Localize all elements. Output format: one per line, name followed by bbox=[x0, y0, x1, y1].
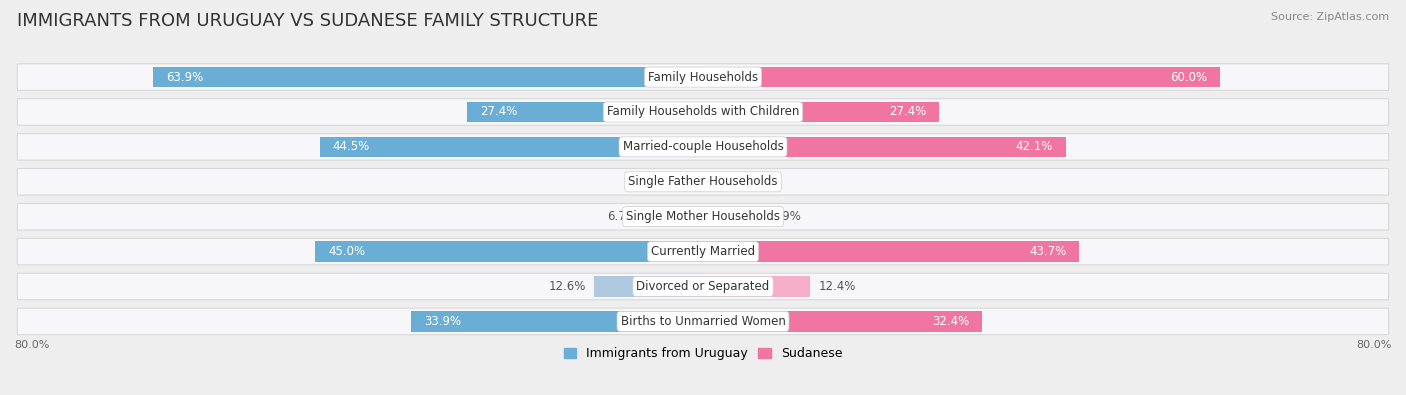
FancyBboxPatch shape bbox=[17, 238, 1389, 265]
Bar bbox=[315, 241, 703, 262]
Bar bbox=[682, 172, 703, 192]
Text: 80.0%: 80.0% bbox=[14, 340, 49, 350]
Text: IMMIGRANTS FROM URUGUAY VS SUDANESE FAMILY STRUCTURE: IMMIGRANTS FROM URUGUAY VS SUDANESE FAMI… bbox=[17, 12, 598, 30]
Text: 27.4%: 27.4% bbox=[889, 105, 927, 118]
Text: 45.0%: 45.0% bbox=[329, 245, 366, 258]
Text: Family Households with Children: Family Households with Children bbox=[607, 105, 799, 118]
Text: 2.4%: 2.4% bbox=[644, 175, 673, 188]
Text: 12.6%: 12.6% bbox=[548, 280, 586, 293]
Bar bbox=[703, 241, 1080, 262]
Text: Births to Unmarried Women: Births to Unmarried Women bbox=[620, 315, 786, 328]
FancyBboxPatch shape bbox=[17, 203, 1389, 230]
Bar bbox=[703, 67, 1219, 87]
FancyBboxPatch shape bbox=[17, 308, 1389, 335]
Legend: Immigrants from Uruguay, Sudanese: Immigrants from Uruguay, Sudanese bbox=[558, 342, 848, 365]
Text: 43.7%: 43.7% bbox=[1029, 245, 1066, 258]
FancyBboxPatch shape bbox=[17, 273, 1389, 300]
Text: 2.4%: 2.4% bbox=[733, 175, 762, 188]
Bar bbox=[703, 276, 810, 297]
Bar bbox=[703, 207, 762, 227]
Text: Married-couple Households: Married-couple Households bbox=[623, 140, 783, 153]
Text: 42.1%: 42.1% bbox=[1015, 140, 1053, 153]
Text: 6.9%: 6.9% bbox=[770, 210, 801, 223]
Bar bbox=[703, 137, 1066, 157]
Bar bbox=[319, 137, 703, 157]
Bar bbox=[645, 207, 703, 227]
Text: 63.9%: 63.9% bbox=[166, 71, 202, 84]
FancyBboxPatch shape bbox=[17, 64, 1389, 90]
FancyBboxPatch shape bbox=[17, 99, 1389, 125]
Text: 27.4%: 27.4% bbox=[479, 105, 517, 118]
Text: 80.0%: 80.0% bbox=[1357, 340, 1392, 350]
Text: Family Households: Family Households bbox=[648, 71, 758, 84]
Text: 6.7%: 6.7% bbox=[607, 210, 637, 223]
Text: Currently Married: Currently Married bbox=[651, 245, 755, 258]
Text: 32.4%: 32.4% bbox=[932, 315, 969, 328]
Text: Single Father Households: Single Father Households bbox=[628, 175, 778, 188]
Text: 33.9%: 33.9% bbox=[425, 315, 461, 328]
Bar bbox=[467, 102, 703, 122]
Bar bbox=[703, 172, 724, 192]
Text: 12.4%: 12.4% bbox=[818, 280, 856, 293]
Bar bbox=[595, 276, 703, 297]
Text: 60.0%: 60.0% bbox=[1170, 71, 1206, 84]
Bar bbox=[703, 311, 981, 331]
Text: Divorced or Separated: Divorced or Separated bbox=[637, 280, 769, 293]
Text: 44.5%: 44.5% bbox=[333, 140, 370, 153]
FancyBboxPatch shape bbox=[17, 169, 1389, 195]
Bar bbox=[411, 311, 703, 331]
Text: Single Mother Households: Single Mother Households bbox=[626, 210, 780, 223]
Text: Source: ZipAtlas.com: Source: ZipAtlas.com bbox=[1271, 12, 1389, 22]
Bar bbox=[703, 102, 939, 122]
FancyBboxPatch shape bbox=[17, 134, 1389, 160]
Bar bbox=[153, 67, 703, 87]
